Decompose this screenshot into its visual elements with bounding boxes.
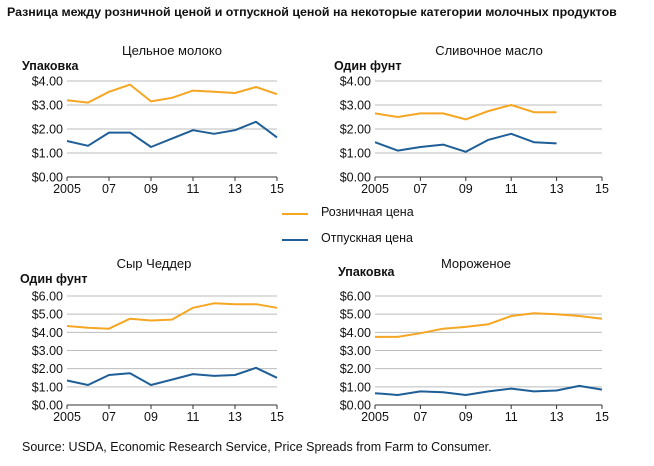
- x-tick-label: 07: [413, 410, 427, 424]
- y-tick-label: $4.00: [32, 75, 63, 89]
- y-tick-label: $6.00: [32, 290, 63, 304]
- x-tick-label: 07: [102, 182, 116, 196]
- y-tick-label: $1.00: [32, 380, 63, 394]
- y-tick-label: $0.00: [340, 171, 371, 185]
- x-tick-label: 11: [505, 410, 518, 424]
- panel-title: Мороженое: [441, 256, 511, 271]
- legend-label: Розничная цена: [321, 205, 414, 219]
- wholesale-price-line: [374, 384, 603, 396]
- x-tick-label: 2005: [53, 410, 81, 424]
- y-tick-label: $3.00: [340, 99, 371, 113]
- x-tick-label: 07: [102, 410, 116, 424]
- x-tick-label: 15: [595, 410, 609, 424]
- y-tick-label: $0.00: [340, 399, 371, 413]
- retail-swatch: [282, 213, 308, 215]
- x-tick-label: 11: [505, 182, 518, 196]
- x-tick-label: 07: [413, 182, 427, 196]
- x-tick-label: 09: [459, 410, 473, 424]
- y-tick-label: $3.00: [340, 344, 371, 358]
- y-tick-label: $2.00: [340, 362, 371, 376]
- retail-price-line: [375, 312, 603, 338]
- panel-title: Сливочное масло: [435, 43, 543, 58]
- y-axis-label: Один фунт: [334, 59, 401, 73]
- y-tick-label: $4.00: [340, 75, 371, 89]
- y-tick-label: $1.00: [340, 380, 371, 394]
- x-tick-label: 09: [144, 182, 158, 196]
- y-tick-label: $5.00: [340, 308, 371, 322]
- x-tick-label: 13: [550, 182, 564, 196]
- source-note: Source: USDA, Economic Research Service,…: [22, 440, 492, 454]
- y-tick-label: $2.00: [32, 123, 63, 137]
- x-tick-label: 09: [144, 410, 158, 424]
- figure-title: Разница между розничной ценой и отпускно…: [7, 5, 617, 19]
- y-tick-label: $3.00: [32, 344, 63, 358]
- retail-price-line: [374, 104, 557, 121]
- retail-price-line: [66, 302, 278, 330]
- panel-title: Цельное молоко: [122, 43, 222, 58]
- x-tick-label: 2005: [361, 182, 389, 196]
- x-tick-label: 13: [228, 182, 242, 196]
- y-tick-label: $2.00: [32, 362, 63, 376]
- x-tick-label: 15: [270, 410, 284, 424]
- y-axis-label: Упаковка: [22, 59, 79, 73]
- x-tick-label: 13: [228, 410, 242, 424]
- retail-price-line: [66, 83, 278, 104]
- x-tick-label: 2005: [53, 182, 81, 196]
- panel-title: Сыр Чеддер: [117, 256, 192, 271]
- y-tick-label: $2.00: [340, 123, 371, 137]
- y-tick-label: $1.00: [32, 147, 63, 161]
- y-tick-label: $1.00: [340, 147, 371, 161]
- y-axis-label: Один фунт: [20, 272, 87, 286]
- x-tick-label: 15: [270, 182, 284, 196]
- y-tick-label: $3.00: [32, 99, 63, 113]
- x-tick-label: 09: [459, 182, 473, 196]
- x-tick-label: 11: [187, 182, 200, 196]
- y-tick-label: $6.00: [340, 290, 371, 304]
- wholesale-price-line: [66, 120, 278, 148]
- x-tick-label: 13: [550, 410, 564, 424]
- wholesale-price-line: [374, 132, 557, 153]
- x-tick-label: 2005: [361, 410, 389, 424]
- y-axis-label: Упаковка: [338, 265, 395, 279]
- wholesale-price-line: [66, 366, 278, 386]
- x-tick-label: 11: [187, 410, 200, 424]
- legend-label: Отпускная цена: [321, 231, 413, 245]
- y-tick-label: $4.00: [340, 326, 371, 340]
- x-tick-label: 15: [595, 182, 609, 196]
- y-tick-label: $4.00: [32, 326, 63, 340]
- y-tick-label: $5.00: [32, 308, 63, 322]
- y-tick-label: $0.00: [32, 399, 63, 413]
- wholesale-swatch: [282, 239, 308, 241]
- y-tick-label: $0.00: [32, 171, 63, 185]
